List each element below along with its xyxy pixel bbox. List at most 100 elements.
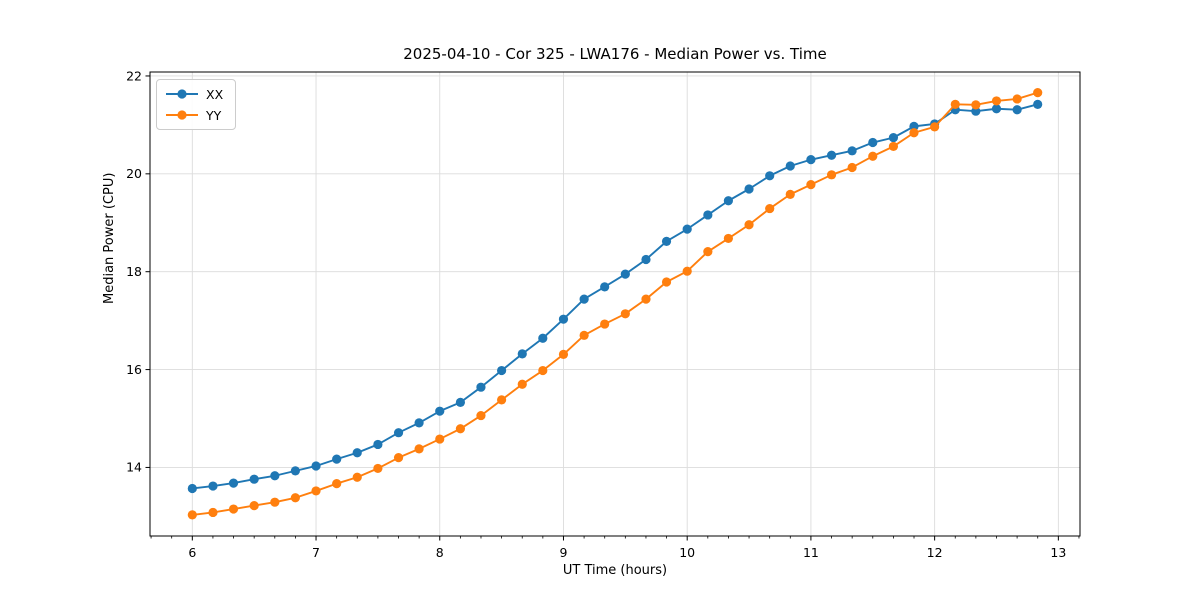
series-xx-point [311,461,321,471]
series-xx-point [806,155,816,165]
series-yy-point [971,100,981,110]
series-xx-point [847,146,857,156]
series-yy-point [290,493,300,503]
series-xx-point [538,333,548,343]
series-xx-point [435,406,445,416]
x-axis-label: UT Time (hours) [562,563,668,578]
series-xx-point [332,454,342,464]
series-xx-point [641,254,651,265]
x-tick-label: 6 [188,545,196,560]
series-xx-point [826,150,837,160]
series-xx-point [620,269,630,279]
series-xx-point [558,314,569,324]
legend: XX YY [156,79,237,130]
legend-label-xx: XX [206,86,224,102]
series-yy-point [682,266,692,276]
series-xx-point [682,224,692,234]
series-yy-point [620,309,630,319]
series-yy-point [373,463,383,474]
series-xx-point [909,121,919,131]
x-tick-label: 7 [312,545,320,560]
series-yy-point [723,233,733,244]
series-xx-point [723,196,733,206]
series-yy-point [847,162,857,173]
x-tick-label: 11 [803,545,819,560]
series-xx-line [191,103,1039,490]
legend-item-xx: XX [165,85,223,103]
series-yy-point [806,180,816,190]
series-yy-point [991,96,1002,106]
series-xx-point [1012,105,1022,115]
series-xx-point [497,365,507,376]
series-xx-point [765,171,775,181]
series-yy-point [826,170,837,180]
series-xx-point [868,137,878,148]
x-tick-label: 9 [559,545,567,560]
series-xx-point [579,294,589,304]
series-yy-point [393,453,404,463]
series-xx-point [476,382,486,392]
series-yy-line [191,91,1039,516]
series-yy-point [435,434,445,444]
x-tick-label: 13 [1050,545,1066,560]
plot-border [149,71,1081,537]
series-yy-point [558,349,569,359]
series-xx-point [600,282,610,292]
legend-item-yy: YY [165,106,223,124]
series-yy-point [517,379,527,389]
x-tick-label: 10 [679,545,695,560]
series-yy-point [332,478,342,489]
series-xx-point [270,471,280,481]
series-xx-point [991,104,1002,114]
series-xx-point [187,483,197,494]
series-xx-point [703,210,713,220]
series-yy-point [661,277,672,287]
series-yy-point [1012,94,1022,104]
series-yy-point [930,122,940,132]
series-xx-point [373,439,383,450]
series-xx-point [393,428,404,438]
series-xx-point [290,466,300,476]
series-yy-point [497,395,507,405]
series-xx-point [455,397,466,407]
y-tick-label: 18 [126,264,142,279]
legend-swatch-xx [166,89,198,99]
series-yy-point [765,203,775,214]
series-yy-point [311,486,321,496]
series-yy-point [744,220,754,230]
series-xx-point [208,481,218,491]
y-tick-label: 20 [126,166,142,181]
series-yy-point [476,410,486,421]
legend-label-yy: YY [206,107,222,123]
series-xx-point [661,236,672,246]
y-tick-label: 14 [126,460,142,475]
series-yy-point [1033,88,1043,98]
series-yy-point [909,128,919,138]
series-yy-point [208,507,218,518]
series-yy-point [888,141,899,152]
series-yy-point [785,189,795,199]
x-tick-label: 12 [927,545,943,560]
y-tick-label: 22 [126,68,142,83]
series-yy-point [228,504,239,514]
series-yy-point [270,497,280,507]
series-xx-point [228,478,239,488]
series-yy-point [703,247,713,257]
series-yy-point [600,319,610,329]
series-xx-point [785,161,795,171]
series-yy-point [249,501,259,511]
series-yy-point [868,151,878,161]
x-tick-label: 8 [436,545,444,560]
series-yy-point [579,330,589,340]
series-yy-point [641,294,651,304]
series-xx-point [744,184,754,194]
series-yy-point [538,365,548,376]
chart-title: 2025-04-10 - Cor 325 - LWA176 - Median P… [403,45,827,63]
series-xx-point [249,474,259,484]
series-xx-point [352,448,362,458]
series-yy-point [455,424,466,434]
series-yy-point [950,99,960,109]
series-xx-point [1033,99,1043,109]
